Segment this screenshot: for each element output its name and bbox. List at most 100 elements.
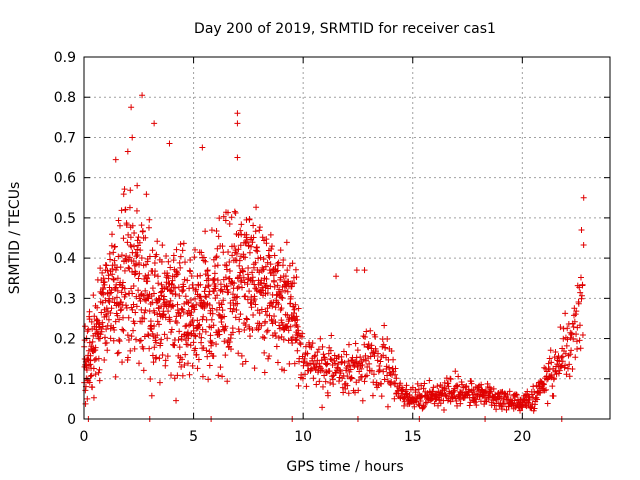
data-point xyxy=(235,231,242,238)
data-point xyxy=(259,284,266,291)
data-point xyxy=(187,297,194,304)
data-point xyxy=(149,285,156,292)
data-point xyxy=(225,249,232,256)
data-point xyxy=(153,251,160,258)
data-point xyxy=(199,326,206,333)
data-point xyxy=(236,328,243,335)
data-point xyxy=(123,252,130,259)
x-tick-label: 10 xyxy=(294,429,312,445)
data-point xyxy=(116,222,123,229)
data-point xyxy=(304,350,311,357)
data-point xyxy=(187,268,194,275)
data-point xyxy=(235,326,242,333)
data-point xyxy=(206,362,213,369)
data-point xyxy=(345,341,352,348)
data-point xyxy=(224,209,231,216)
data-point xyxy=(125,264,132,271)
data-point xyxy=(391,395,398,402)
data-point xyxy=(205,282,212,289)
data-point xyxy=(239,268,246,275)
data-point xyxy=(499,406,506,413)
y-tick-label: 0 xyxy=(67,412,76,428)
data-point xyxy=(142,307,149,314)
data-point xyxy=(576,284,583,291)
data-point xyxy=(197,272,204,279)
y-tick-label: 0.4 xyxy=(54,251,76,267)
data-point xyxy=(386,364,393,371)
data-point-outlier xyxy=(234,120,241,127)
data-point xyxy=(221,338,228,345)
data-point-outlier xyxy=(112,156,119,163)
data-point xyxy=(579,281,586,288)
y-tick-label: 0.2 xyxy=(54,332,76,348)
data-point-outlier xyxy=(124,148,131,155)
data-point xyxy=(454,402,461,409)
data-point xyxy=(110,275,117,282)
data-point xyxy=(232,210,239,217)
data-point xyxy=(192,295,199,302)
data-point xyxy=(267,283,274,290)
data-point xyxy=(442,392,449,399)
data-point xyxy=(89,384,96,391)
data-point xyxy=(135,275,142,282)
data-point xyxy=(296,355,303,362)
data-point xyxy=(130,282,137,289)
data-point xyxy=(184,298,191,305)
data-point xyxy=(127,347,134,354)
data-point xyxy=(96,377,103,384)
data-point xyxy=(197,281,204,288)
data-point xyxy=(576,337,583,344)
data-point xyxy=(569,366,576,373)
x-tick-label: 5 xyxy=(189,429,198,445)
data-point xyxy=(122,206,129,213)
data-point xyxy=(384,403,391,410)
data-point xyxy=(241,326,248,333)
data-point xyxy=(275,301,282,308)
data-point xyxy=(359,397,366,404)
data-point xyxy=(82,387,89,394)
data-point xyxy=(263,236,270,243)
data-point xyxy=(414,395,421,402)
data-point xyxy=(290,274,297,281)
data-point xyxy=(397,380,404,387)
data-point xyxy=(506,388,513,395)
data-point xyxy=(156,321,163,328)
data-point xyxy=(260,287,267,294)
data-point xyxy=(319,383,326,390)
data-point xyxy=(85,326,92,333)
data-point xyxy=(293,274,300,281)
data-point xyxy=(130,301,137,308)
data-point xyxy=(233,250,240,257)
data-point xyxy=(97,265,104,272)
data-point xyxy=(319,367,326,374)
data-point xyxy=(204,267,211,274)
data-point xyxy=(430,384,437,391)
data-point xyxy=(125,336,132,343)
data-point xyxy=(204,272,211,279)
data-point xyxy=(132,270,139,277)
data-point xyxy=(232,247,239,254)
data-point xyxy=(129,268,136,275)
data-point xyxy=(278,317,285,324)
data-point xyxy=(190,322,197,329)
data-point xyxy=(423,399,430,406)
data-point xyxy=(344,373,351,380)
data-point xyxy=(205,275,212,282)
data-point xyxy=(392,365,399,372)
data-point xyxy=(229,329,236,336)
data-point xyxy=(123,302,130,309)
data-point xyxy=(274,359,281,366)
data-point xyxy=(82,323,89,330)
data-point xyxy=(451,392,458,399)
data-point xyxy=(286,360,293,367)
data-point xyxy=(215,233,222,240)
data-point xyxy=(445,383,452,390)
data-point xyxy=(202,284,209,291)
data-point xyxy=(573,308,580,315)
data-point xyxy=(219,373,226,380)
data-point xyxy=(184,341,191,348)
data-point xyxy=(146,253,153,260)
data-point xyxy=(301,355,308,362)
data-point xyxy=(140,292,147,299)
data-point xyxy=(573,338,580,345)
